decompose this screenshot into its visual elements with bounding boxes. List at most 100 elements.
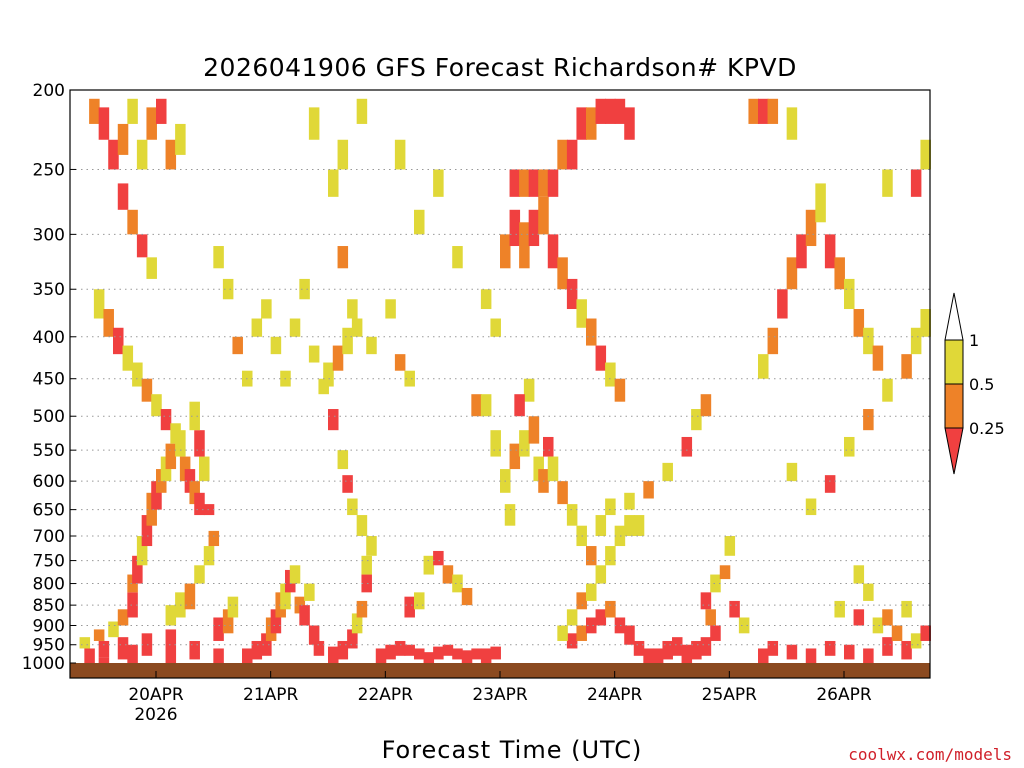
heatmap-cell bbox=[337, 450, 349, 470]
heatmap-cell bbox=[509, 443, 521, 470]
y-tick-label: 550 bbox=[33, 441, 65, 461]
heatmap-cell bbox=[863, 409, 874, 431]
credit-text: coolwx.com/models bbox=[848, 745, 1012, 764]
heatmap-cell bbox=[146, 107, 157, 140]
heatmap-cell bbox=[786, 257, 798, 290]
heatmap-cell bbox=[165, 139, 177, 170]
heatmap-cell bbox=[299, 605, 310, 626]
heatmap-cell bbox=[141, 633, 153, 656]
legend-swatch bbox=[944, 383, 964, 429]
heatmap-cell bbox=[882, 169, 893, 197]
y-tick-label: 350 bbox=[33, 280, 65, 300]
heatmap-cell bbox=[280, 583, 291, 610]
heatmap-cell bbox=[557, 139, 568, 170]
heatmap-cell bbox=[910, 169, 922, 197]
heatmap-cell bbox=[328, 169, 339, 197]
x-tick-label: 22APR bbox=[358, 685, 414, 705]
heatmap-cell bbox=[586, 107, 597, 140]
heatmap-cell bbox=[213, 617, 224, 641]
heatmap-cell bbox=[356, 98, 368, 124]
heatmap-cell bbox=[796, 234, 807, 269]
heatmap-cell bbox=[519, 169, 530, 197]
heatmap-cell bbox=[901, 354, 912, 379]
heatmap-cell bbox=[251, 318, 263, 337]
x-tick-label: 23APR bbox=[472, 685, 528, 705]
heatmap-cell bbox=[213, 246, 224, 269]
heatmap-cell bbox=[93, 289, 105, 319]
heatmap-cell bbox=[323, 362, 334, 387]
heatmap-cell bbox=[786, 644, 798, 660]
legend-label: 0.5 bbox=[969, 375, 994, 394]
heatmap-cell bbox=[538, 169, 549, 197]
heatmap-cell bbox=[853, 609, 865, 626]
heatmap-cell bbox=[199, 456, 210, 482]
heatmap-cell bbox=[136, 536, 148, 566]
heatmap-cell bbox=[461, 650, 473, 663]
heatmap-cell bbox=[566, 609, 578, 626]
heatmap-cell bbox=[117, 637, 129, 660]
heatmap-cell bbox=[299, 278, 310, 300]
x-tick-sublabel: 2026 bbox=[134, 705, 177, 725]
heatmap-cell bbox=[920, 309, 931, 337]
heatmap-cell bbox=[844, 644, 855, 660]
heatmap-cell bbox=[523, 378, 535, 402]
heatmap-cell bbox=[758, 648, 769, 663]
heatmap-cell bbox=[605, 498, 616, 516]
heatmap-cell bbox=[328, 646, 339, 663]
y-tick-label: 750 bbox=[33, 552, 65, 572]
heatmap-cell bbox=[232, 336, 243, 355]
heatmap-cell bbox=[136, 234, 148, 258]
heatmap-cell bbox=[165, 629, 177, 663]
heatmap-cell bbox=[910, 327, 922, 355]
heatmap-cell bbox=[643, 648, 654, 663]
heatmap-cell bbox=[480, 394, 492, 417]
heatmap-cell bbox=[576, 107, 587, 140]
heatmap-cell bbox=[442, 565, 454, 584]
heatmap-cell bbox=[175, 123, 186, 155]
heatmap-cell bbox=[442, 644, 454, 656]
heatmap-cell bbox=[141, 515, 153, 547]
heatmap-cell bbox=[127, 592, 138, 618]
heatmap-cell bbox=[824, 475, 836, 493]
heatmap-cell bbox=[863, 583, 874, 601]
heatmap-cell bbox=[261, 299, 272, 319]
heatmap-cell bbox=[270, 609, 282, 634]
heatmap-cell bbox=[471, 394, 482, 417]
heatmap-cell bbox=[533, 456, 544, 482]
heatmap-cell bbox=[691, 409, 702, 431]
heatmap-cell bbox=[777, 289, 788, 319]
heatmap-cell bbox=[385, 299, 396, 319]
heatmap-cell bbox=[700, 637, 712, 656]
heatmap-cell bbox=[576, 592, 587, 610]
heatmap-cell bbox=[98, 657, 110, 663]
y-tick-label: 400 bbox=[33, 328, 65, 348]
heatmap-cell bbox=[351, 318, 363, 337]
heatmap-cell bbox=[490, 646, 501, 660]
chart-title: 2026041906 GFS Forecast Richardson# KPVD bbox=[203, 53, 797, 82]
heatmap-cell bbox=[920, 625, 931, 641]
heatmap-cell bbox=[586, 617, 597, 634]
heatmap-cell bbox=[203, 546, 215, 566]
heatmap-cell bbox=[595, 345, 607, 371]
heatmap-cell bbox=[98, 640, 110, 658]
color-legend: 1 0.5 0.25 bbox=[944, 292, 1005, 475]
y-tick-label: 600 bbox=[33, 472, 65, 492]
heatmap-cell bbox=[901, 600, 912, 618]
heatmap-cell bbox=[141, 378, 153, 402]
heatmap-cell bbox=[691, 640, 702, 660]
heatmap-cell bbox=[308, 107, 320, 140]
heatmap-cell bbox=[767, 327, 779, 355]
heatmap-cell bbox=[566, 504, 578, 526]
heatmap-cell bbox=[394, 354, 406, 371]
heatmap-cell bbox=[710, 574, 721, 593]
heatmap-cell bbox=[844, 278, 855, 310]
heatmap-cell bbox=[480, 648, 492, 663]
heatmap-cell bbox=[863, 648, 874, 663]
heatmap-cell bbox=[872, 345, 884, 371]
heatmap-cell bbox=[103, 309, 114, 337]
heatmap-cell bbox=[672, 637, 683, 656]
heatmap-cell bbox=[289, 318, 301, 337]
x-axis-label: Forecast Time (UTC) bbox=[382, 736, 643, 764]
heatmap-cell bbox=[586, 318, 597, 346]
